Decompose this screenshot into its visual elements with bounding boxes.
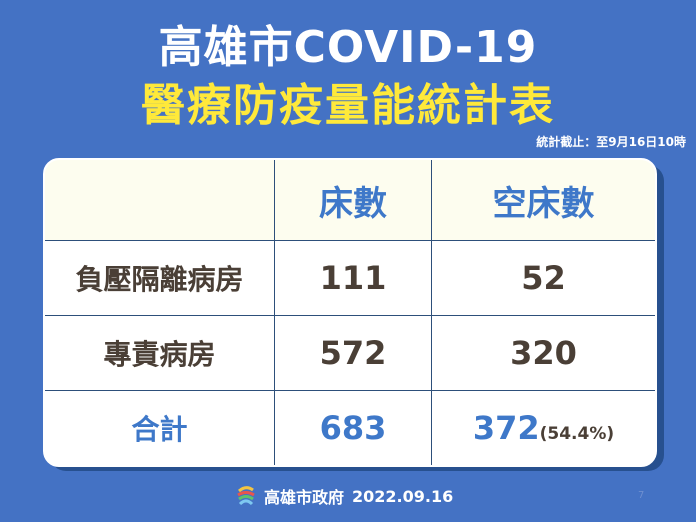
- total-beds: 683: [275, 391, 432, 465]
- total-empty-beds-cell: 372(54.4%): [432, 391, 655, 465]
- total-row: 合計 683 372(54.4%): [45, 391, 655, 465]
- total-empty-beds: 372: [472, 409, 540, 447]
- title-line2: 醫療防疫量能統計表: [141, 80, 555, 131]
- header-cell-empty: [45, 160, 275, 241]
- kaohsiung-city-logo-icon: [237, 486, 255, 506]
- beds-value: 111: [275, 241, 432, 316]
- as-of-note: 統計截止：至9月16日10時: [536, 135, 686, 149]
- beds-value: 572: [275, 316, 432, 391]
- row-label: 負壓隔離病房: [45, 241, 275, 316]
- header-beds: 床數: [275, 160, 432, 241]
- footer-org: 高雄市政府: [264, 488, 345, 507]
- page-number: 7: [638, 490, 645, 501]
- empty-beds-value: 52: [432, 241, 655, 316]
- title-line1: 高雄市COVID-19: [158, 22, 538, 73]
- empty-beds-value: 320: [432, 316, 655, 391]
- footer: 高雄市政府 2022.09.16: [236, 484, 453, 508]
- table-row: 專責病房 572 320: [45, 316, 655, 391]
- table-header-row: 床數 空床數: [45, 160, 655, 241]
- header-empty-beds: 空床數: [432, 160, 655, 241]
- footer-date: 2022.09.16: [352, 486, 454, 506]
- empty-percentage: (54.4%): [539, 424, 615, 444]
- total-label: 合計: [45, 391, 275, 465]
- row-label: 專責病房: [45, 316, 275, 391]
- capacity-table: 床數 空床數 負壓隔離病房 111 52 專責病房 572 320 合計 683…: [43, 158, 657, 467]
- table-row: 負壓隔離病房 111 52: [45, 241, 655, 316]
